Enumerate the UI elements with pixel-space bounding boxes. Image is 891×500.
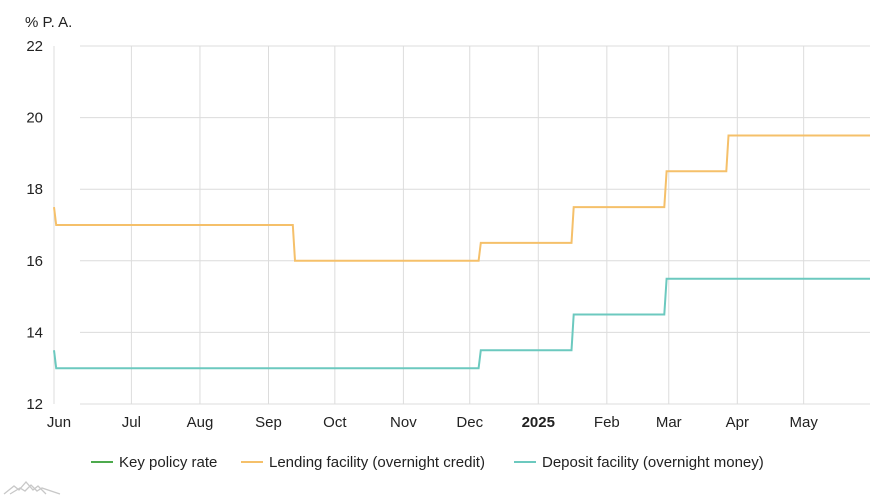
x-tick-label: Apr: [726, 414, 749, 431]
x-tick-label: Dec: [456, 414, 483, 431]
mountain-logo-icon: [3, 481, 47, 495]
x-tick-label: Feb: [594, 414, 620, 431]
y-tick-label: 14: [26, 324, 43, 341]
x-tick-label: Jul: [122, 414, 141, 431]
y-tick-label: 16: [26, 253, 43, 270]
x-tick-label: Oct: [323, 414, 347, 431]
y-tick-label: 12: [26, 396, 43, 413]
y-axis-unit-label: % P. A.: [25, 14, 72, 31]
x-tick-label: 2025: [522, 414, 555, 431]
y-axis-ticks: 12 14 16 18 20 22: [26, 38, 43, 413]
y-tick-label: 22: [26, 38, 43, 55]
x-tick-label: Mar: [656, 414, 682, 431]
series-line: [53, 134, 870, 262]
legend-label: Key policy rate: [119, 454, 217, 471]
legend[interactable]: Key policy rate Lending facility (overnig…: [91, 454, 764, 471]
series-line: [53, 277, 870, 370]
x-tick-label: Nov: [390, 414, 417, 431]
legend-item[interactable]: Lending facility (overnight credit): [241, 454, 485, 471]
legend-item[interactable]: Deposit facility (overnight money): [514, 454, 764, 471]
series-layer: [53, 134, 870, 370]
grid-layer: [53, 45, 870, 405]
y-tick-label: 20: [26, 110, 43, 127]
x-tick-label: Aug: [187, 414, 214, 431]
legend-item[interactable]: Key policy rate: [91, 454, 217, 471]
legend-label: Deposit facility (overnight money): [542, 454, 764, 471]
x-tick-label: Sep: [255, 414, 282, 431]
x-tick-label: Jun: [47, 414, 71, 431]
mountain-logo-icon-outline: [9, 484, 61, 495]
x-axis-ticks: Jun Jul Aug Sep Oct Nov Dec 2025 Feb Mar Apr May: [47, 414, 818, 431]
logo-watermark: [3, 481, 61, 495]
legend-label: Lending facility (overnight credit): [269, 454, 485, 471]
x-tick-label: May: [789, 414, 818, 431]
y-tick-label: 18: [26, 181, 43, 198]
